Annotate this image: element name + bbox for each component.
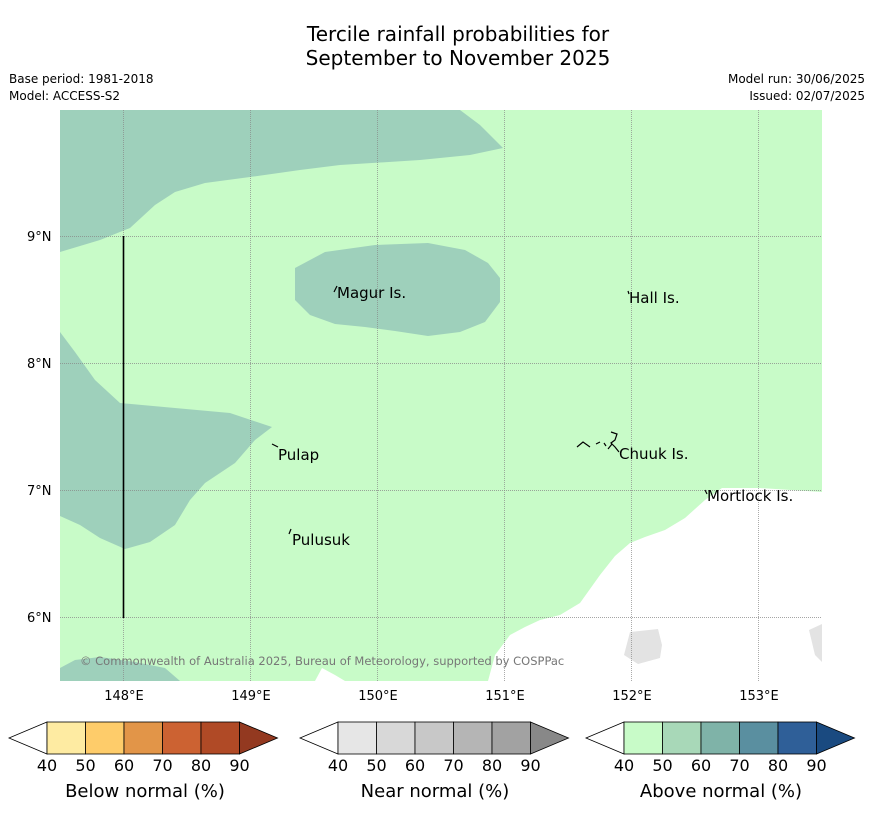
legend-tick: 40 bbox=[37, 756, 57, 775]
legend-tick: 60 bbox=[691, 756, 711, 775]
lat-label: 6°N bbox=[27, 611, 52, 626]
legend-segment bbox=[453, 721, 493, 755]
legend-segment bbox=[85, 721, 125, 755]
lon-labels: 148°E 149°E 150°E 151°E 152°E 153°E bbox=[104, 689, 779, 704]
legend-segment bbox=[337, 721, 377, 755]
island-marks bbox=[271, 285, 708, 535]
place-hall: Hall Is. bbox=[629, 289, 680, 307]
island-mortlock-mark bbox=[704, 489, 708, 495]
lon-label: 152°E bbox=[612, 689, 652, 704]
grey-patch-1 bbox=[624, 629, 662, 664]
legend-tick: 80 bbox=[482, 756, 502, 775]
model-run: Model run: 30/06/2025 bbox=[727, 72, 865, 86]
legend-tick: 70 bbox=[443, 756, 463, 775]
island-magur-mark bbox=[333, 285, 338, 293]
legend-label-below: Below normal (%) bbox=[65, 781, 225, 802]
legend-tick: 90 bbox=[229, 756, 249, 775]
legend-tick: 40 bbox=[328, 756, 348, 775]
legend-label-above: Above normal (%) bbox=[639, 781, 803, 802]
legend-segment bbox=[123, 721, 163, 755]
grey-patch-2 bbox=[809, 624, 822, 662]
place-pulap: Pulap bbox=[278, 446, 319, 464]
place-chuuk: Chuuk Is. bbox=[619, 445, 688, 463]
legend-tick: 80 bbox=[191, 756, 211, 775]
issued-date: Issued: 02/07/2025 bbox=[749, 89, 865, 103]
white-notch-south bbox=[315, 668, 345, 681]
lat-label: 9°N bbox=[27, 230, 52, 245]
legend-tick: 90 bbox=[806, 756, 826, 775]
legend-segment bbox=[623, 721, 663, 755]
place-pulusuk: Pulusuk bbox=[292, 531, 350, 549]
meta-left: Base period: 1981-2018 Model: ACCESS-S2 bbox=[9, 71, 154, 105]
green-region-west bbox=[60, 332, 272, 549]
legend-segment bbox=[162, 721, 202, 755]
legend-segment bbox=[739, 721, 779, 755]
lon-label: 148°E bbox=[104, 689, 144, 704]
meta-right: Model run: 30/06/2025 Issued: 02/07/2025 bbox=[728, 71, 865, 105]
model-name: Model: ACCESS-S2 bbox=[9, 89, 121, 103]
legend-extend-low bbox=[584, 721, 625, 755]
green-region-center bbox=[295, 243, 500, 336]
legend-tick: 50 bbox=[652, 756, 672, 775]
legends: 40 50 60 70 80 90 40 50 60 70 80 90 40 50 60 70 80 90 bbox=[7, 721, 856, 775]
lon-label: 150°E bbox=[358, 689, 398, 704]
base-period: Base period: 1981-2018 bbox=[9, 72, 154, 86]
title-line-1: Tercile rainfall probabilities for bbox=[306, 22, 610, 46]
legend-tick: 70 bbox=[729, 756, 749, 775]
legend-tick: 50 bbox=[75, 756, 95, 775]
title-line-2: September to November 2025 bbox=[305, 46, 611, 70]
legend-segment bbox=[700, 721, 740, 755]
legend-tick: 90 bbox=[520, 756, 540, 775]
legend-segment bbox=[46, 721, 86, 755]
legend-segment bbox=[491, 721, 531, 755]
legend-colorbar: 40 50 60 70 80 90 bbox=[584, 721, 856, 775]
legend-segment bbox=[662, 721, 702, 755]
legend-extend-high bbox=[530, 721, 570, 755]
legend-segment bbox=[376, 721, 416, 755]
legend-tick: 80 bbox=[768, 756, 788, 775]
white-region-southeast bbox=[488, 488, 822, 681]
legend-tick: 70 bbox=[152, 756, 172, 775]
green-region-southwest bbox=[60, 657, 180, 681]
legend-colorbar: 40 50 60 70 80 90 bbox=[298, 721, 570, 775]
legend-tick: 40 bbox=[614, 756, 634, 775]
island-pulusuk-mark bbox=[288, 528, 292, 535]
lat-label: 8°N bbox=[27, 357, 52, 372]
legend-tick: 50 bbox=[366, 756, 386, 775]
green-region-north bbox=[60, 110, 503, 252]
lon-label: 149°E bbox=[231, 689, 271, 704]
place-mortlock: Mortlock Is. bbox=[707, 487, 793, 505]
lon-label: 153°E bbox=[739, 689, 779, 704]
island-pulap-mark bbox=[271, 443, 279, 448]
legend-label-near: Near normal (%) bbox=[360, 781, 510, 802]
map-title: Tercile rainfall probabilities for Septe… bbox=[0, 22, 873, 70]
copyright-text: © Commonwealth of Australia 2025, Bureau… bbox=[80, 654, 564, 668]
lat-labels: 9°N 8°N 7°N 6°N bbox=[27, 230, 52, 626]
legend-segment bbox=[200, 721, 240, 755]
legend-segment bbox=[777, 721, 817, 755]
legend-extend-low bbox=[7, 721, 48, 755]
legend-extend-high bbox=[239, 721, 279, 755]
legend-segment bbox=[414, 721, 454, 755]
legend-extend-low bbox=[298, 721, 339, 755]
lon-label: 151°E bbox=[485, 689, 525, 704]
legend-tick: 60 bbox=[114, 756, 134, 775]
legend-tick: 60 bbox=[405, 756, 425, 775]
lat-label: 7°N bbox=[27, 484, 52, 499]
island-hall-mark bbox=[627, 290, 630, 295]
island-chuuk-mark bbox=[576, 431, 620, 453]
place-labels: Magur Is. Hall Is. Pulap Chuuk Is. Mortl… bbox=[278, 284, 793, 549]
place-magur: Magur Is. bbox=[337, 284, 406, 302]
legend-extend-high bbox=[816, 721, 856, 755]
gridlines bbox=[60, 110, 822, 681]
legend-colorbar: 40 50 60 70 80 90 bbox=[7, 721, 279, 775]
